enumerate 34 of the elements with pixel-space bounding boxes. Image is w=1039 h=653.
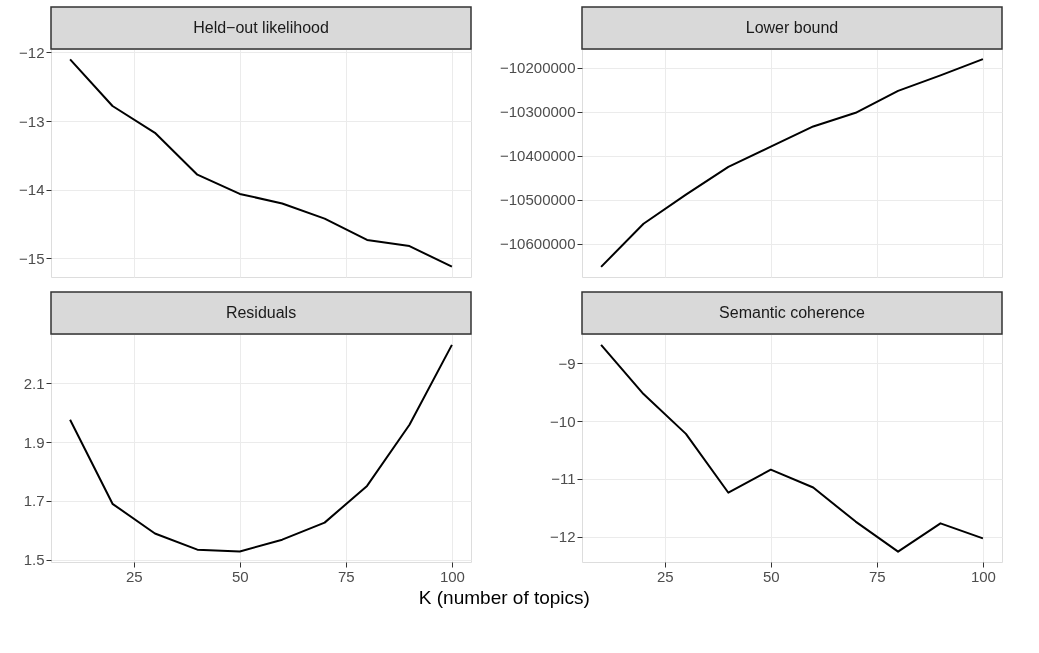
chart-title: Residuals: [225, 304, 297, 321]
y-tick-label: −10: [550, 412, 576, 430]
x-tick-label: 100: [970, 567, 996, 585]
y-tick-label: −10300000: [500, 103, 576, 121]
x-tick-label: 100: [439, 567, 465, 585]
x-tick-label: 75: [338, 567, 355, 585]
line-series: [600, 343, 984, 553]
y-tick-label: 2.1: [23, 374, 45, 392]
line-series: [600, 58, 984, 268]
y-tick-label: 1.5: [23, 551, 45, 569]
y-tick-label: −9: [558, 354, 576, 372]
y-tick-label: −10600000: [500, 235, 576, 253]
y-tick-label: −14: [19, 181, 45, 199]
y-tick-label: −10400000: [500, 147, 576, 165]
x-axis-title: K (number of topics): [418, 586, 590, 608]
x-tick-label: 75: [869, 567, 886, 585]
y-tick-label: 1.7: [23, 492, 45, 510]
line-series: [69, 343, 453, 553]
x-tick-label: 50: [231, 567, 249, 585]
chart-title: Lower bound: [745, 19, 839, 36]
y-tick-label: −13: [19, 112, 45, 130]
y-tick-label: −15: [19, 249, 45, 267]
line-series: [69, 58, 453, 268]
x-tick-label: 50: [762, 567, 780, 585]
y-tick-label: −12: [19, 43, 45, 61]
y-tick-label: −10500000: [500, 191, 576, 209]
y-tick-label: −11: [551, 470, 576, 488]
chart-title: Held−out likelihood: [193, 19, 329, 36]
chart-title: Semantic coherence: [719, 304, 866, 321]
x-tick-label: 25: [125, 567, 143, 585]
y-tick-label: −12: [550, 528, 576, 546]
x-tick-label: 25: [656, 567, 674, 585]
y-tick-label: 1.9: [23, 433, 45, 451]
y-tick-label: −10200000: [500, 59, 576, 77]
